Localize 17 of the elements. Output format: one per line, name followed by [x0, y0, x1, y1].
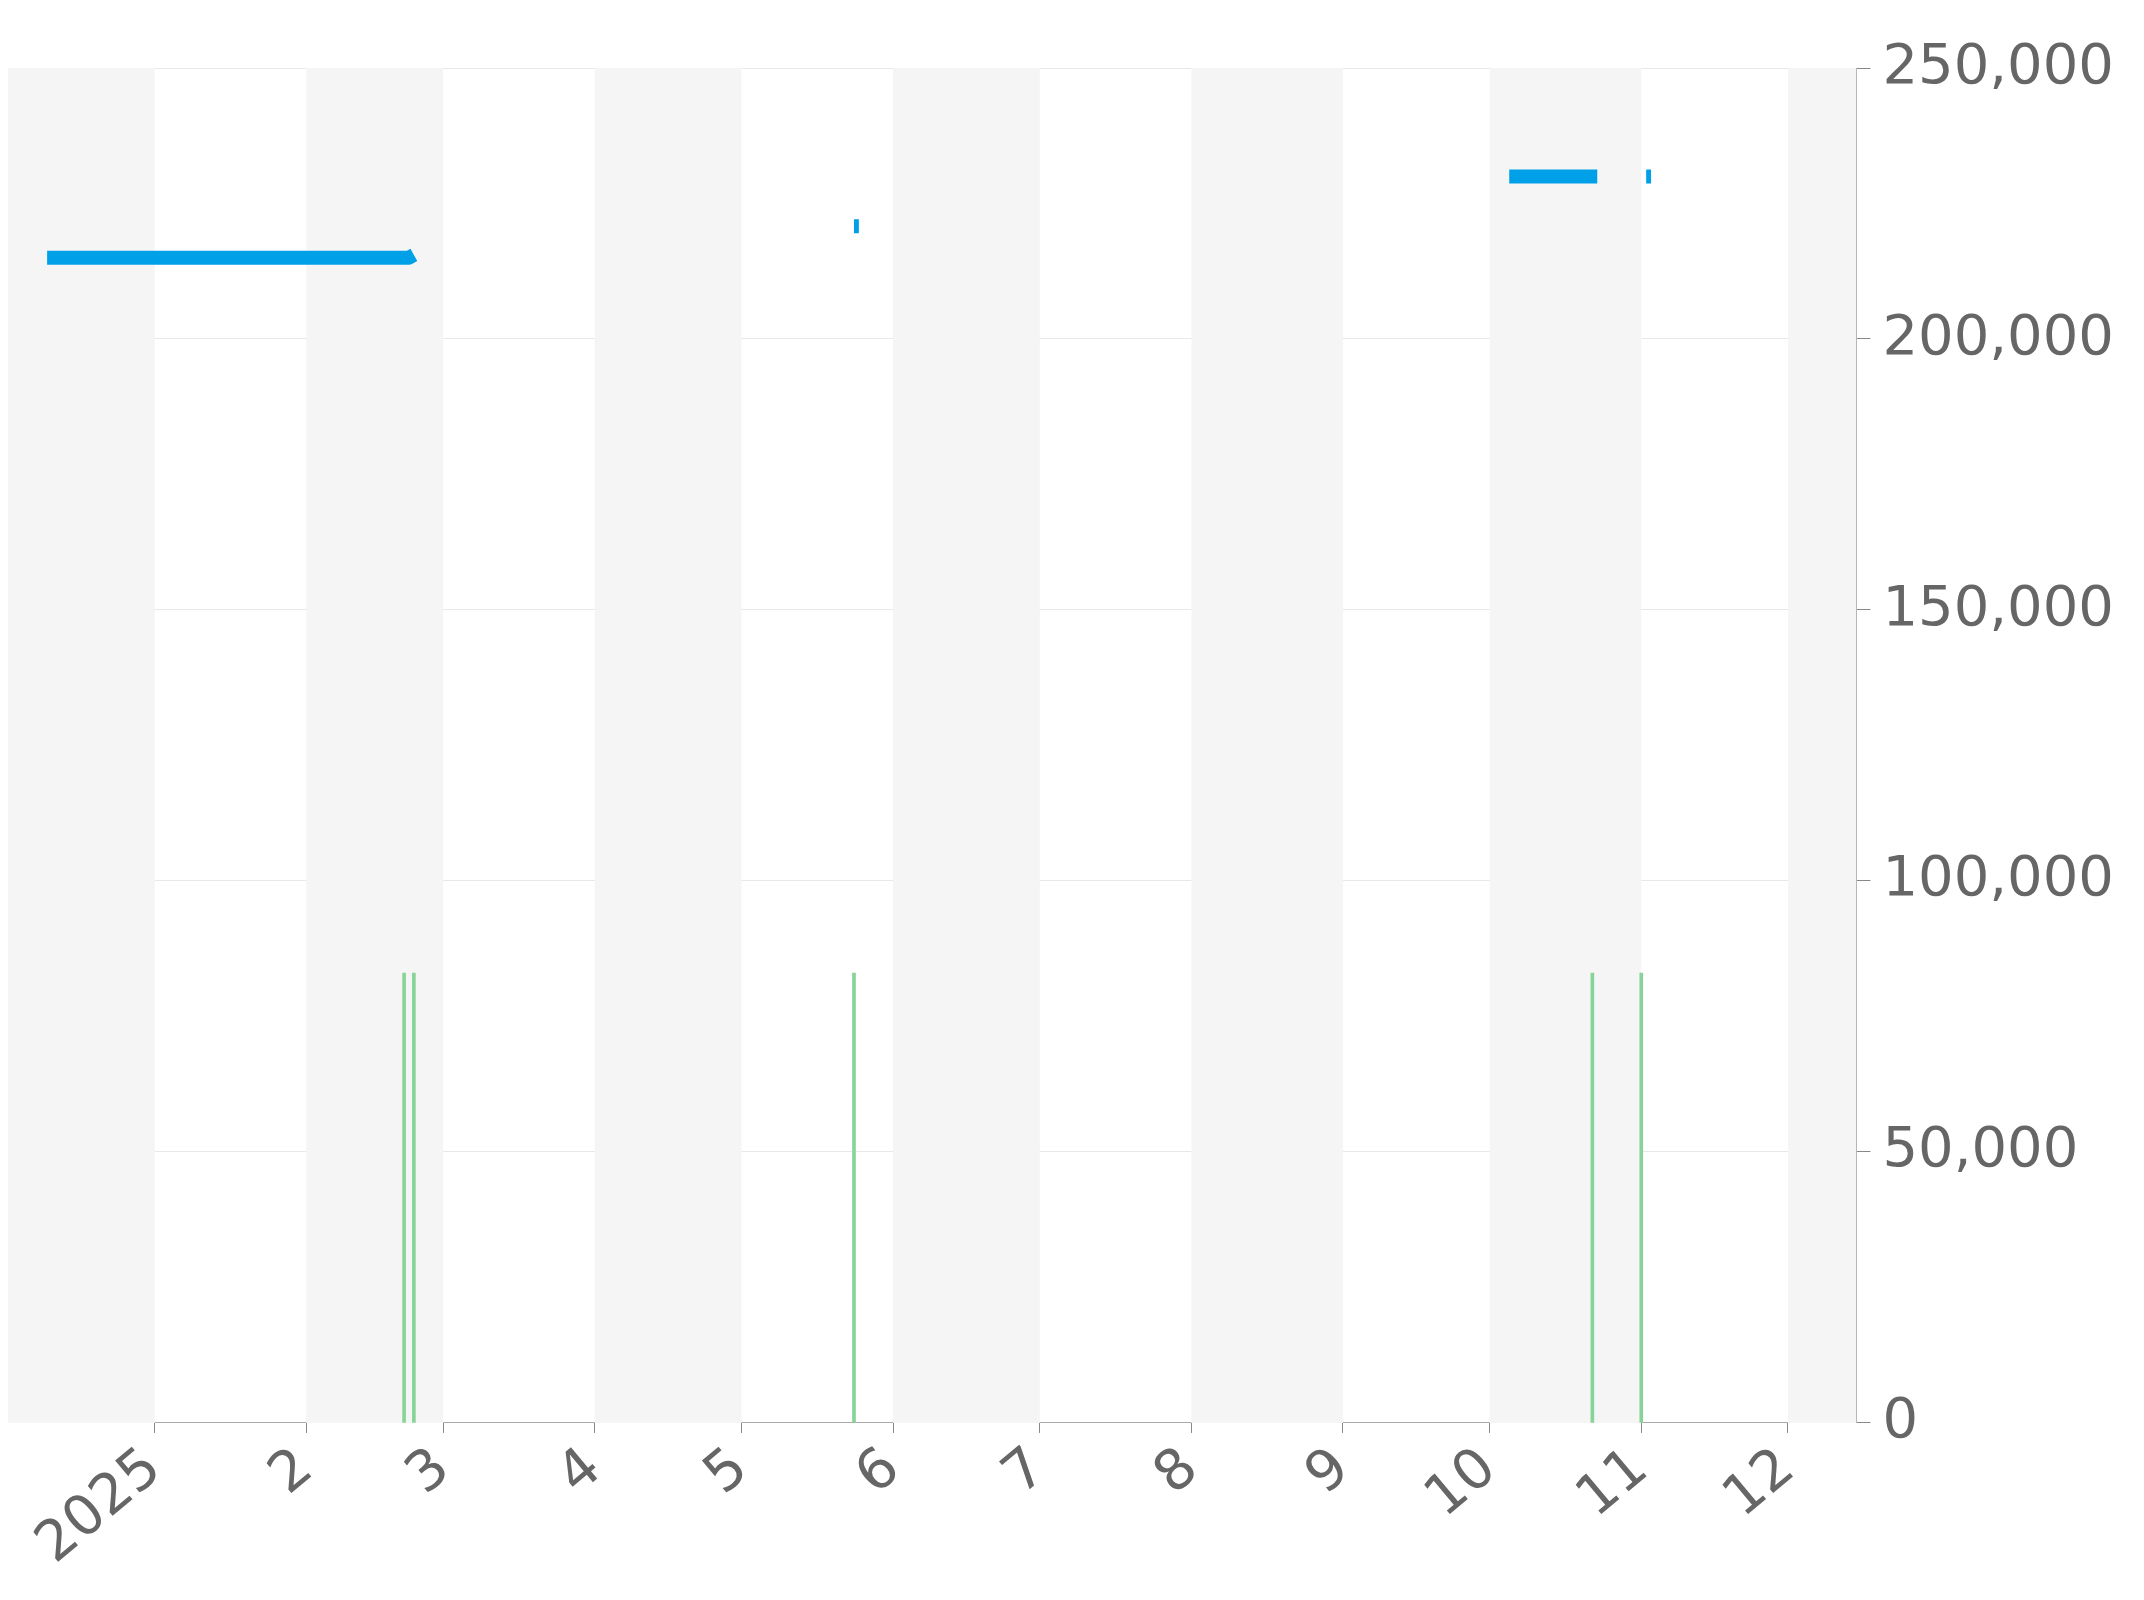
x-tick-label: 2	[254, 1432, 324, 1506]
y-tick-label: 200,000	[1882, 301, 2114, 367]
x-tick-label: 3	[391, 1432, 461, 1506]
x-tick-label: 5	[690, 1432, 760, 1506]
y-tick-label: 150,000	[1882, 572, 2114, 638]
x-tick-label: 4	[543, 1432, 613, 1506]
x-tick-label: 11	[1562, 1432, 1659, 1529]
y-tick-label: 0	[1882, 1385, 1919, 1451]
x-tick-label: 12	[1709, 1432, 1806, 1529]
x-tick-label: 9	[1291, 1432, 1361, 1506]
x-tick-label: 8	[1140, 1432, 1210, 1506]
y-tick-label: 100,000	[1882, 843, 2114, 909]
x-tick-label: 7	[988, 1432, 1058, 1506]
x-tick-label: 6	[841, 1432, 911, 1506]
y-tick-label: 50,000	[1882, 1114, 2079, 1180]
x-tick-label: 10	[1411, 1432, 1508, 1529]
y-tick-label: 250,000	[1882, 30, 2114, 96]
